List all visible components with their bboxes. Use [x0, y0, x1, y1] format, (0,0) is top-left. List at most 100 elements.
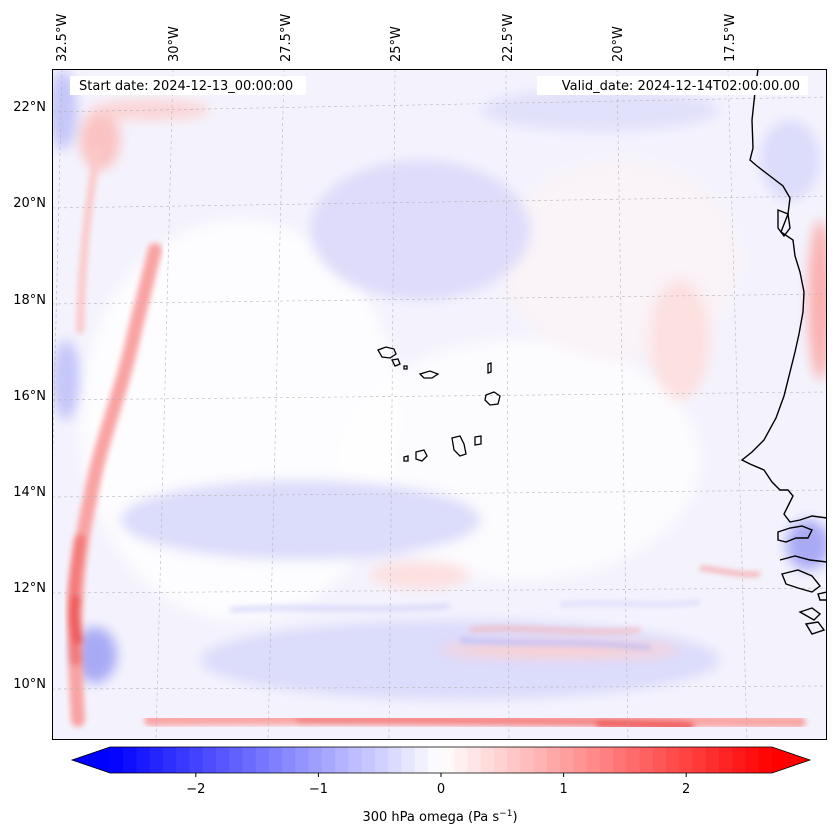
lat-label-14n: 14°N: [13, 485, 46, 500]
field-blob: [120, 480, 480, 560]
colorbar-cell: [745, 747, 760, 773]
southern-red-band: [144, 713, 806, 731]
colorbar-cell: [705, 747, 720, 773]
field-blob: [480, 88, 720, 132]
omega-field: [52, 70, 827, 700]
start-date-text: Start date: 2024-12-13_00:00:00: [79, 79, 293, 94]
colorbar-cell: [321, 747, 336, 773]
colorbar-tick-label: 0: [437, 782, 445, 797]
ripple: [229, 603, 451, 613]
gridline: [267, 69, 285, 740]
colorbar-cell: [427, 747, 442, 773]
colorbar-cell: [560, 747, 574, 773]
colorbar-cell: [586, 747, 601, 773]
colorbar-label-close: ): [512, 810, 517, 825]
colorbar-cell: [162, 747, 177, 773]
map-frame: [52, 69, 827, 740]
colorbar-cell: [692, 747, 707, 773]
field-blob: [52, 340, 80, 420]
island-maio: [474, 435, 482, 446]
gridline: [155, 69, 174, 740]
ripple: [469, 626, 641, 634]
colorbar-cell: [189, 747, 204, 773]
colorbar-cell: [467, 747, 482, 773]
colorbar-cell: [361, 747, 376, 773]
colorbar-cell: [295, 747, 310, 773]
colorbar-label: 300 hPa omega (Pa s−1): [362, 809, 517, 825]
colorbar-label-exponent: −1: [499, 809, 512, 819]
colorbar-cell: [679, 747, 694, 773]
coastline-bijagos: [798, 591, 827, 635]
colorbar-cell: [255, 747, 270, 773]
colorbar-cell: [626, 747, 641, 773]
island-santiago: [451, 435, 467, 457]
colorbar-cell: [546, 747, 561, 773]
lon-label-32-5w: 32.5°W: [55, 14, 70, 62]
lon-label-25w: 25°W: [389, 26, 404, 62]
colorbar-cell: [507, 747, 522, 773]
colorbar-cell: [335, 747, 349, 773]
colorbar-tick-label: 1: [559, 782, 567, 797]
colorbar-cell: [666, 747, 680, 773]
ripple: [699, 566, 761, 577]
colorbar-cell: [282, 747, 296, 773]
gridline: [505, 69, 510, 740]
colorbar-cell: [533, 747, 548, 773]
lat-label-12n: 12°N: [13, 581, 46, 596]
field-blob: [650, 280, 710, 400]
coastline-guinea-bissau: [779, 555, 827, 593]
colorbar-cell: [414, 747, 429, 773]
red-band-path: [595, 719, 695, 731]
colorbar-cell: [374, 747, 389, 773]
island-santo-antao: [377, 346, 397, 359]
colorbar-cell: [149, 747, 164, 773]
western-red-band: [67, 146, 162, 727]
colorbar-cell: [520, 747, 535, 773]
valid-date-text: Valid_date: 2024-12-14T02:00:00.00: [562, 79, 800, 94]
colorbar-cell: [758, 747, 773, 773]
field-blob: [310, 160, 530, 300]
coastline-gambia: [777, 525, 813, 543]
colorbar-cell: [176, 747, 191, 773]
colorbar-tick-label: 2: [682, 782, 690, 797]
colorbar-label-base: 300 hPa omega (Pa s: [362, 810, 499, 825]
colorbar-cell: [613, 747, 627, 773]
colorbar-cell: [123, 747, 138, 773]
colorbar-cell: [229, 747, 243, 773]
island-sao-nicolau: [418, 370, 440, 379]
colorbar-cell: [599, 747, 614, 773]
lat-label-20n: 20°N: [13, 196, 46, 211]
red-band-path: [76, 146, 102, 334]
gridline: [727, 69, 748, 740]
cape-verde-islands: [377, 346, 501, 462]
map-panel: Start date: 2024-12-13_00:00:00 Valid_da…: [52, 69, 827, 740]
colorbar-cell: [441, 747, 455, 773]
island-fogo: [415, 449, 428, 462]
colorbar-cell: [242, 747, 257, 773]
coastline-africa: [740, 69, 827, 523]
field-blob: [370, 561, 470, 589]
colorbar-min-extend: [72, 747, 110, 773]
red-band-path: [69, 595, 83, 645]
lon-labels: 32.5°W 30°W 27.5°W 25°W 22.5°W 20°W 17.5…: [55, 14, 738, 62]
colorbar-cell: [652, 747, 667, 773]
island-boa-vista: [484, 391, 501, 406]
island-brava: [403, 455, 409, 462]
colorbar-cell: [215, 747, 230, 773]
field-blob: [73, 627, 117, 683]
colorbar-cell: [202, 747, 217, 773]
lon-label-20w: 20°W: [611, 26, 626, 62]
valid-date-box: Valid_date: 2024-12-14T02:00:00.00: [537, 76, 808, 95]
ripple: [559, 600, 701, 607]
colorbar-max-extend: [772, 747, 810, 773]
coastline: [740, 69, 827, 635]
field-blob: [80, 110, 120, 170]
colorbar-cells: [72, 747, 810, 773]
lat-label-10n: 10°N: [13, 677, 46, 692]
field-blob: [808, 220, 827, 380]
lon-label-30w: 30°W: [167, 26, 182, 62]
colorbar-cell: [388, 747, 402, 773]
gridlines: [52, 69, 827, 740]
colorbar-cell: [719, 747, 733, 773]
